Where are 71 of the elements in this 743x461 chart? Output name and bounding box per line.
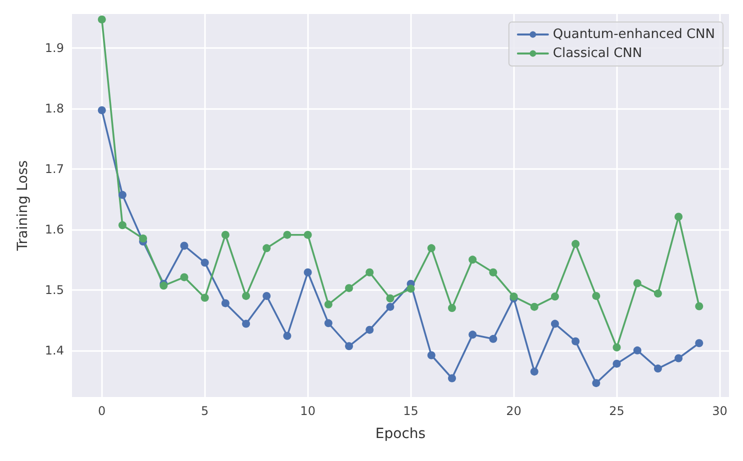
point (386, 294, 394, 302)
point (448, 374, 456, 382)
point (262, 244, 271, 252)
point (345, 342, 354, 350)
y-tick-label: 1.7 (44, 162, 64, 176)
x-tick-label: 30 (712, 404, 728, 418)
point (118, 221, 126, 230)
point (427, 351, 436, 360)
x-axis-title: Epochs (375, 426, 426, 442)
point (674, 212, 683, 221)
point (489, 268, 498, 276)
point (366, 268, 374, 276)
x-tick-label: 0 (98, 404, 106, 418)
point (242, 292, 250, 300)
legend-label: Quantum-enhanced CNN (552, 27, 716, 42)
point (550, 292, 559, 301)
point (695, 302, 704, 310)
point (139, 234, 148, 242)
x-tick-label: 10 (300, 404, 316, 418)
point (221, 299, 230, 308)
point (448, 304, 456, 312)
y-tick-label: 1.6 (44, 222, 64, 236)
point (550, 320, 559, 328)
point (592, 379, 600, 388)
y-tick-label: 1.9 (44, 40, 64, 55)
x-tick-label: 20 (506, 404, 522, 418)
point (262, 292, 271, 300)
point (98, 15, 106, 24)
point (468, 330, 477, 339)
point (572, 337, 580, 346)
point (612, 343, 621, 352)
y-tick-label: 1.5 (44, 282, 64, 297)
point (324, 300, 332, 308)
point (200, 294, 209, 302)
point (592, 292, 600, 300)
y-tick-label: 1.4 (44, 343, 64, 358)
x-tick-label: 5 (201, 404, 209, 418)
legend-label: Classical CNN (552, 46, 642, 61)
point (633, 279, 642, 288)
point (304, 268, 312, 276)
y-tick-label: 1.8 (44, 101, 64, 116)
point (468, 256, 477, 264)
x-tick-label: 15 (403, 404, 418, 418)
point (633, 346, 642, 354)
point (180, 273, 188, 282)
point (612, 360, 621, 368)
x-tick-label: 25 (609, 404, 624, 418)
point (283, 230, 292, 239)
point (304, 230, 312, 239)
point (118, 190, 126, 199)
point (654, 364, 662, 373)
point (283, 332, 292, 340)
point (489, 334, 498, 343)
point (98, 106, 106, 114)
point (221, 230, 230, 239)
point (674, 354, 683, 362)
point (530, 302, 538, 311)
point (530, 368, 538, 376)
point (572, 240, 580, 248)
point (386, 302, 394, 311)
point (200, 258, 209, 267)
point (345, 284, 354, 292)
point (180, 242, 188, 250)
point (427, 244, 436, 252)
y-axis-title: Training Loss (15, 160, 31, 252)
point (654, 290, 662, 298)
point (406, 284, 415, 293)
point (324, 319, 332, 328)
point (695, 339, 704, 348)
point (242, 320, 250, 328)
point (366, 326, 374, 334)
